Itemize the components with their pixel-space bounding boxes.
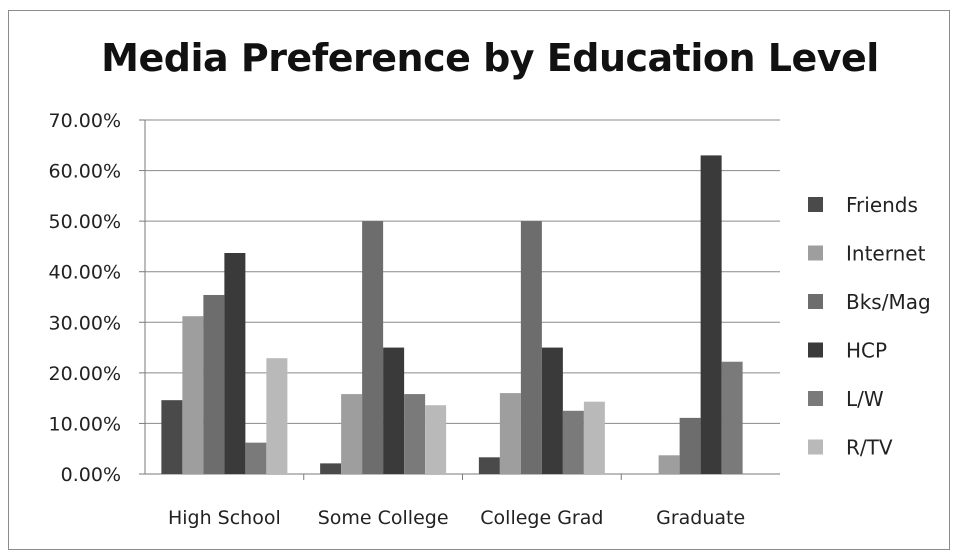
y-tick-label: 50.00%: [49, 211, 121, 233]
x-tick-label: Some College: [318, 507, 449, 529]
legend-swatch: [808, 439, 823, 455]
bar-internet-college-grad: [499, 393, 521, 474]
legend-swatch: [808, 294, 823, 309]
bar-bks-mag-some-college: [362, 221, 384, 474]
legend-label: L/W: [846, 387, 884, 411]
bar-bks-mag-graduate: [679, 417, 701, 474]
legend-label: HCP: [846, 339, 887, 363]
bar-bks-mag-college-grad: [520, 221, 542, 474]
bar-hcp-graduate: [700, 155, 722, 474]
bar-friends-high-school: [161, 400, 183, 474]
legend-swatch: [808, 391, 823, 406]
bar-r-tv-college-grad: [583, 401, 605, 474]
legend-label: Bks/Mag: [846, 290, 931, 314]
legend-swatch: [808, 197, 823, 212]
bars: [161, 155, 743, 474]
legend-swatch: [808, 342, 823, 358]
x-tick-label: Graduate: [656, 507, 745, 529]
x-tick-label: High School: [168, 507, 281, 529]
legend: Friends Internet Bks/Mag HCP L/W R/TV: [808, 193, 931, 460]
y-tick-label: 70.00%: [49, 110, 121, 132]
bar-l-w-some-college: [404, 394, 426, 474]
x-tick-label: College Grad: [480, 507, 603, 529]
bar-friends-college-grad: [478, 457, 500, 474]
legend-label: Internet: [846, 242, 926, 266]
y-tick-label: 10.00%: [49, 413, 121, 435]
y-tick-label: 0.00%: [61, 464, 121, 486]
y-tick-label: 30.00%: [49, 312, 121, 334]
bar-internet-high-school: [182, 316, 204, 474]
tick-labels: 0.00% 10.00% 20.00% 30.00% 40.00% 50.00% 60.00…: [49, 110, 746, 529]
bar-r-tv-some-college: [425, 405, 447, 474]
bar-friends-some-college: [320, 463, 342, 474]
bar-l-w-high-school: [245, 442, 267, 474]
bar-internet-some-college: [341, 394, 363, 474]
y-tick-label: 60.00%: [49, 161, 121, 183]
bar-hcp-college-grad: [541, 347, 563, 474]
chart-title: Media Preference by Education Level: [101, 36, 879, 80]
bar-r-tv-high-school: [266, 358, 288, 474]
gridlines: [145, 119, 780, 424]
bar-l-w-college-grad: [562, 410, 584, 474]
legend-label: R/TV: [846, 436, 893, 460]
y-tick-label: 20.00%: [49, 363, 121, 385]
legend-swatch: [808, 245, 823, 261]
legend-label: Friends: [846, 193, 918, 217]
bar-bks-mag-high-school: [203, 294, 225, 474]
bar-hcp-some-college: [383, 347, 405, 474]
bar-internet-graduate: [658, 455, 680, 474]
y-tick-label: 40.00%: [49, 262, 121, 284]
bar-hcp-high-school: [224, 253, 246, 474]
bar-l-w-graduate: [721, 361, 743, 474]
